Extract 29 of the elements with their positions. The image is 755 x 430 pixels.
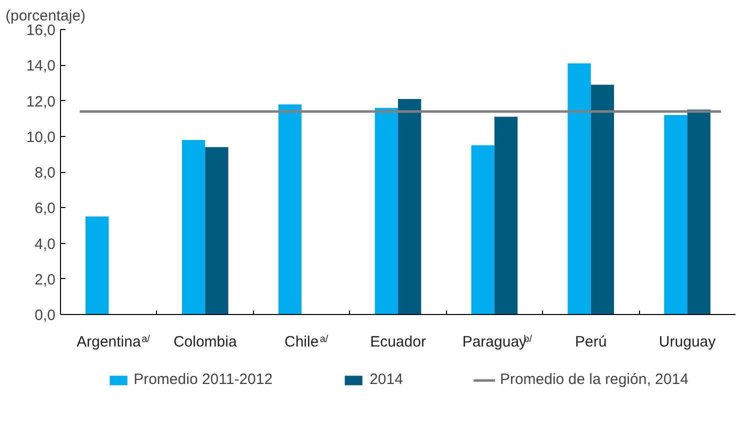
legend-label: 2014 [370, 371, 403, 388]
bar [664, 115, 688, 314]
y-tick-label: 6,0 [34, 200, 56, 218]
y-tick-label: 8,0 [34, 164, 56, 182]
y-tick-label: 2,0 [34, 271, 56, 288]
bar [182, 140, 206, 314]
y-tick-label: 16,0 [26, 22, 56, 39]
y-tick-label: 14,0 [26, 58, 56, 75]
legend-label: Promedio 2011-2012 [134, 371, 273, 388]
x-tick-label: Perú [575, 334, 607, 351]
bar [687, 110, 710, 314]
bar [278, 104, 302, 314]
y-tick-label: 12,0 [26, 93, 56, 110]
y-axis-title: (porcentaje) [6, 8, 86, 24]
bar [86, 216, 109, 314]
bar [471, 145, 494, 314]
y-tick-label: 10,0 [26, 128, 56, 146]
y-tick-label: 4,0 [34, 236, 56, 253]
bar [374, 108, 398, 314]
x-tick-label: Ecuador [370, 334, 426, 351]
y-tick-label: 0,0 [34, 307, 56, 324]
bar [590, 84, 614, 314]
bar [494, 116, 518, 314]
bar [205, 147, 228, 314]
bar [568, 63, 591, 314]
legend-label: Promedio de la región, 2014 [500, 371, 688, 388]
bar [398, 98, 422, 314]
x-tick-label: Uruguay [658, 334, 716, 351]
x-tick-label: Colombia [173, 334, 238, 351]
